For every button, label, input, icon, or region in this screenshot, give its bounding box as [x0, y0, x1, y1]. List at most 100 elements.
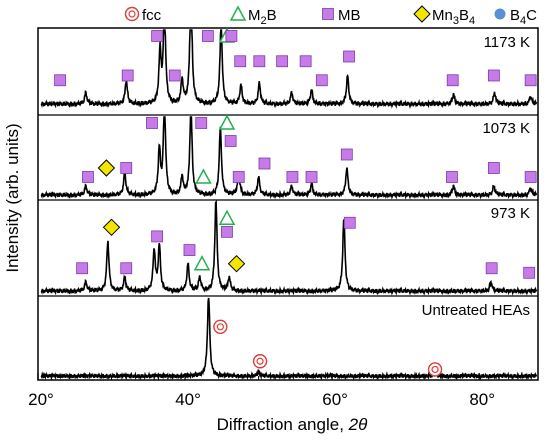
x-tick-label: 40° — [175, 390, 201, 409]
legend-label-subscript: 4 — [520, 15, 526, 27]
legend-label-text: B — [267, 7, 277, 24]
square-marker — [487, 69, 500, 82]
square-marker — [232, 171, 245, 183]
legend-label: Mn3B4 — [432, 7, 475, 27]
square-marker — [258, 157, 271, 170]
x-axis-label-variable: 2θ — [348, 415, 368, 434]
pattern-line — [40, 297, 538, 381]
plot-frame — [37, 27, 539, 381]
square-marker — [168, 69, 181, 82]
y-axis-label: Intensity (arb. units) — [3, 123, 22, 272]
square-marker — [340, 148, 353, 161]
square-marker — [276, 55, 289, 68]
diamond-marker — [102, 218, 121, 237]
square-marker — [54, 74, 66, 87]
square-marker — [183, 244, 196, 256]
legend-label-text: B — [459, 7, 469, 24]
square-marker — [225, 30, 238, 42]
legend-marker — [413, 5, 431, 23]
legend-marker — [322, 8, 334, 20]
square-marker — [151, 230, 164, 243]
square-marker — [524, 74, 537, 87]
plot-panels: 1173 K 1073 K 973 K Untreated HEAs — [38, 27, 538, 381]
x-axis-label-text: Diffraction angle, — [217, 415, 349, 434]
diamond-marker — [227, 254, 246, 273]
square-marker — [120, 162, 133, 174]
series-2: 1073 K — [40, 114, 538, 200]
square-marker — [234, 55, 247, 68]
square-marker — [146, 117, 158, 129]
square-marker — [446, 74, 459, 87]
square-marker — [299, 55, 312, 68]
legend-entry: fcc — [124, 6, 162, 24]
series-label: 973 K — [491, 205, 530, 222]
square-marker — [76, 262, 89, 275]
square-marker — [487, 162, 500, 174]
square-marker — [286, 171, 299, 183]
circle-ring-marker — [213, 319, 228, 334]
x-tick-label: 60° — [322, 390, 348, 409]
square-marker — [151, 30, 164, 42]
legend-label-subscript: 4 — [469, 15, 475, 27]
ring-inner — [431, 365, 439, 374]
ring-inner — [216, 323, 224, 331]
square-marker — [221, 225, 233, 238]
series-3: 973 K — [40, 199, 538, 296]
triangle-marker — [193, 255, 211, 271]
diamond-marker — [97, 159, 116, 177]
series-1: 1173 K — [40, 27, 538, 109]
square-marker — [446, 171, 458, 183]
legend-entry: M2B — [229, 5, 277, 27]
ring-inner — [256, 357, 264, 365]
legend-label: M2B — [248, 7, 277, 27]
legend-label-text: Mn — [432, 7, 453, 24]
triangle-marker — [218, 209, 236, 225]
square-marker — [224, 135, 237, 147]
square-marker — [201, 30, 214, 42]
pattern-line — [40, 29, 538, 109]
legend-marker — [229, 5, 247, 21]
circle-ring-marker — [252, 354, 268, 369]
legend-label-text: MB — [338, 7, 361, 24]
series-label: 1173 K — [484, 34, 530, 51]
legend-label: MB — [338, 7, 361, 24]
legend: fcc M2B MB Mn3B4 B4C — [124, 5, 537, 27]
square-marker — [253, 55, 266, 68]
square-marker — [121, 69, 134, 82]
legend-label-text: B — [510, 7, 520, 24]
legend-label-text: C — [526, 7, 537, 24]
square-marker — [343, 50, 355, 63]
x-tick-label: 20° — [28, 390, 54, 409]
square-marker — [523, 266, 536, 279]
series-label: 1073 K — [482, 120, 530, 137]
legend-label-text: M — [248, 7, 261, 24]
legend-entry: B4C — [494, 7, 537, 27]
legend-entry: Mn3B4 — [413, 5, 475, 27]
pattern-line — [40, 199, 538, 296]
x-axis: 20° 40° 60° 80° — [28, 373, 495, 409]
x-tick-label: 80° — [469, 390, 495, 409]
square-marker — [82, 171, 94, 183]
triangle-marker — [195, 168, 212, 184]
square-marker — [343, 216, 356, 229]
legend-marker — [124, 6, 140, 22]
x-axis-label: Diffraction angle, 2θ — [217, 415, 368, 434]
square-marker — [120, 262, 133, 275]
square-marker — [315, 74, 328, 87]
ring-inner — [128, 10, 136, 18]
square-marker — [195, 117, 208, 129]
square-marker — [524, 171, 537, 183]
square-marker — [305, 171, 318, 183]
series-label: Untreated HEAs — [422, 302, 530, 319]
legend-label-text: fcc — [142, 7, 162, 24]
legend-label: fcc — [142, 7, 162, 24]
square-marker — [485, 262, 498, 275]
series-4: Untreated HEAs — [40, 297, 538, 381]
legend-label: B4C — [510, 7, 537, 27]
legend-label-subscript: 3 — [453, 15, 459, 27]
pattern-line — [40, 116, 538, 200]
triangle-marker — [218, 114, 236, 130]
circle-ring-marker — [427, 362, 443, 377]
legend-entry: MB — [322, 7, 361, 24]
